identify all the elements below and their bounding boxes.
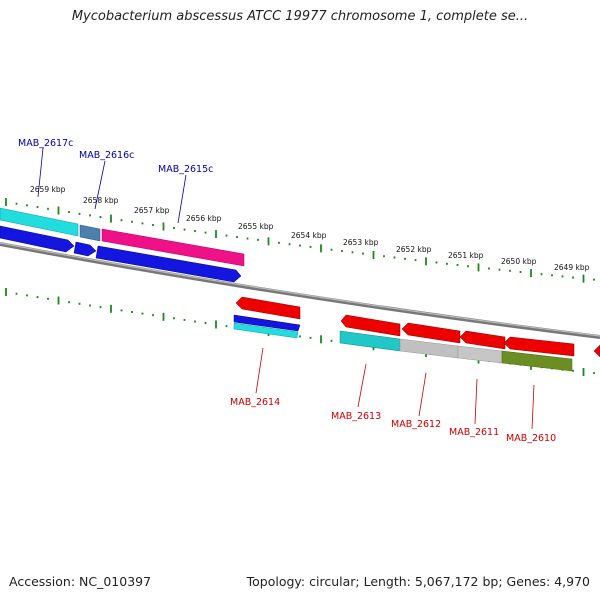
accession-text: Accession: NC_010397 — [9, 574, 152, 589]
kbp-label: 2649 kbp — [554, 263, 590, 272]
kbp-label: 2659 kbp — [30, 185, 66, 194]
kbp-label: 2656 kbp — [186, 214, 222, 223]
gene-label-MAB_2614[interactable]: MAB_2614 — [230, 397, 280, 408]
gene-label-MAB_2612[interactable]: MAB_2612 — [391, 419, 441, 430]
gene-label-MAB_2615c[interactable]: MAB_2615c — [158, 164, 213, 175]
genome-stats-text: Topology: circular; Length: 5,067,172 bp… — [246, 574, 590, 589]
kbp-label: 2651 kbp — [448, 251, 484, 260]
leader-line — [474, 378, 478, 425]
leader-line — [37, 147, 44, 198]
feature-bar-magenta[interactable] — [101, 228, 245, 267]
leader-line — [255, 347, 264, 394]
leader-line — [531, 384, 535, 430]
feature-bar-cyan-left[interactable] — [0, 207, 79, 237]
leader-line — [94, 160, 106, 210]
kbp-label: 2653 kbp — [343, 238, 379, 247]
leader-line — [357, 363, 367, 408]
genome-backbone — [0, 242, 600, 339]
gene-arrow-MAB_2616c[interactable] — [73, 241, 97, 257]
feature-bar-MAB_2611-gray[interactable] — [457, 345, 503, 364]
kbp-label: 2652 kbp — [396, 245, 432, 254]
leader-line — [418, 372, 427, 417]
gene-arrow-MAB_2612[interactable] — [401, 322, 461, 344]
map-title: Mycobacterium abscessus ATCC 19977 chrom… — [71, 9, 529, 24]
gene-arrow-MAB_2614[interactable] — [235, 296, 301, 320]
genome-backbone-highlight — [0, 242, 600, 337]
gene-label-MAB_2616c[interactable]: MAB_2616c — [79, 150, 134, 161]
gene-arrow-MAB_2617c[interactable] — [0, 225, 75, 253]
kbp-label: 2657 kbp — [134, 206, 170, 215]
feature-bar-MAB_2614-cyan[interactable] — [233, 322, 299, 339]
kbp-label: 2654 kbp — [291, 231, 327, 240]
kbp-label: 2658 kbp — [83, 196, 119, 205]
kbp-label: 2655 kbp — [238, 222, 274, 231]
gene-arrow-MAB_2615c[interactable] — [95, 245, 242, 283]
feature-bar-MAB_2614-blue[interactable] — [233, 314, 301, 332]
gene-arrow-MAB_2611[interactable] — [459, 330, 506, 350]
feature-bar-MAB_2610-olive[interactable] — [501, 350, 573, 372]
forward-gene-labels: MAB_2614 MAB_2613 MAB_2612 MAB_2611 MAB_… — [230, 347, 556, 444]
kbp-scale-labels: 2659 kbp 2658 kbp 2657 kbp 2656 kbp 2655… — [30, 185, 590, 272]
gene-arrow-MAB_2610[interactable] — [503, 336, 575, 357]
leader-line — [177, 174, 187, 224]
feature-bar-MAB_2612-gray[interactable] — [399, 338, 459, 359]
kbp-label: 2650 kbp — [501, 257, 537, 266]
outer-tick-track — [5, 198, 595, 283]
gene-arrow-MAB_2613[interactable] — [340, 314, 401, 337]
gene-label-MAB_2617c[interactable]: MAB_2617c — [18, 138, 73, 149]
gene-label-MAB_2613[interactable]: MAB_2613 — [331, 411, 381, 422]
reverse-gene-labels: MAB_2617c MAB_2616c MAB_2615c — [18, 138, 213, 224]
gene-arrow-offscreen[interactable] — [593, 344, 600, 358]
gene-label-MAB_2611[interactable]: MAB_2611 — [449, 427, 499, 438]
gene-label-MAB_2610[interactable]: MAB_2610 — [506, 433, 556, 444]
feature-bar-steel[interactable] — [79, 224, 101, 242]
